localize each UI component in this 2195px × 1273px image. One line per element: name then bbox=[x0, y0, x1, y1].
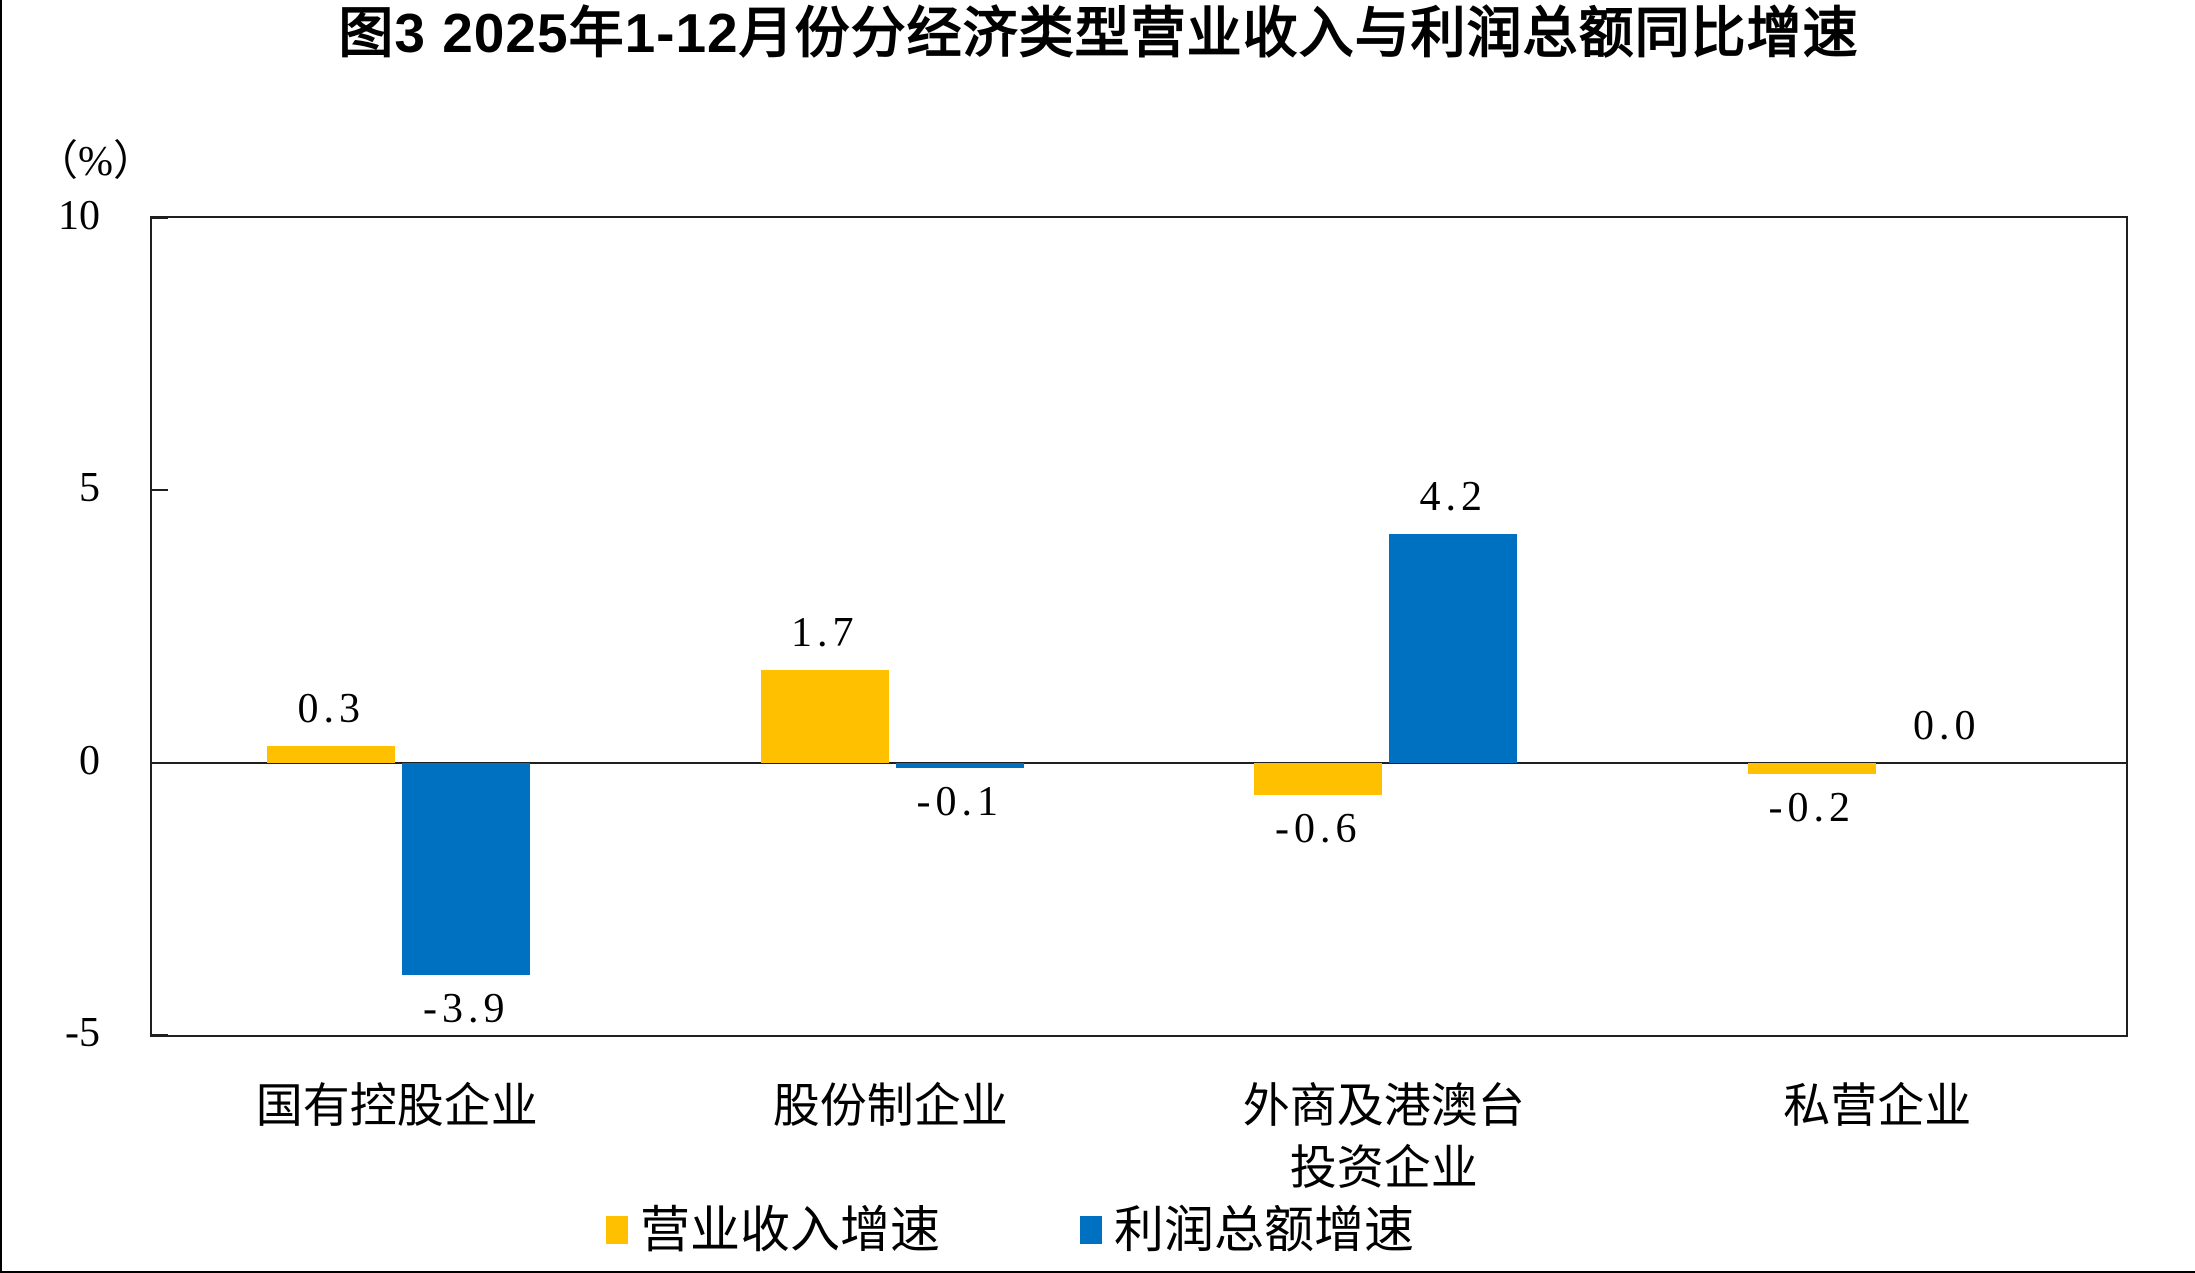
bar-revenue bbox=[760, 670, 889, 763]
legend-label-revenue: 营业收入增速 bbox=[640, 1202, 940, 1258]
bar-profit bbox=[402, 762, 531, 976]
y-tick-label: 10 bbox=[58, 193, 100, 239]
bar-value-label: 0.3 bbox=[297, 686, 365, 733]
legend-item-profit: 利润总额增速 bbox=[1080, 1202, 1414, 1258]
category-label: 私营企业 bbox=[1783, 1081, 1972, 1133]
y-axis-tick-labels: 10 5 0 -5 bbox=[30, 194, 100, 1055]
category-label: 股份制企业 bbox=[772, 1081, 1008, 1133]
category-label: 外商及港澳台 投资企业 bbox=[1242, 1081, 1525, 1195]
bar-revenue bbox=[1747, 762, 1876, 774]
y-axis-unit-label: （%） bbox=[36, 139, 155, 185]
bar-value-label: -0.6 bbox=[1275, 806, 1362, 853]
chart-title: 图3 2025年1-12月份分经济类型营业收入与利润总额同比增速 bbox=[338, 2, 1859, 64]
bar-profit bbox=[1389, 533, 1518, 763]
revenue-series-swatch-icon bbox=[606, 1216, 628, 1244]
profit-series-swatch-icon bbox=[1080, 1216, 1102, 1244]
bar-value-label: -0.1 bbox=[916, 779, 1003, 826]
y-tick-mark bbox=[152, 489, 168, 492]
bar-profit bbox=[895, 762, 1024, 769]
y-tick-mark bbox=[152, 1034, 168, 1036]
y-tick-mark bbox=[152, 217, 168, 219]
category-label: 国有控股企业 bbox=[255, 1081, 538, 1133]
zero-axis-line bbox=[152, 761, 2126, 764]
y-tick-label: -5 bbox=[65, 1010, 100, 1056]
bar-value-label: 0.0 bbox=[1913, 702, 1981, 749]
y-tick-label: 5 bbox=[79, 465, 100, 512]
bar-revenue bbox=[1254, 762, 1383, 796]
bar-value-label: 4.2 bbox=[1419, 473, 1487, 520]
legend-label-profit: 利润总额增速 bbox=[1114, 1202, 1414, 1258]
bar-value-label: -0.2 bbox=[1768, 784, 1855, 831]
legend: 营业收入增速 利润总额增速 bbox=[606, 1202, 1414, 1258]
y-tick-mark bbox=[152, 761, 168, 764]
plot-area: 0.3 1.7 -0.6 -0.2 -3.9 -0.1 4.2 0.0 bbox=[150, 216, 2128, 1037]
y-tick-label: 0 bbox=[79, 737, 100, 784]
bar-value-label: 1.7 bbox=[791, 610, 859, 657]
bar-revenue bbox=[267, 746, 396, 763]
bar-value-label: -3.9 bbox=[423, 986, 510, 1033]
legend-item-revenue: 营业收入增速 bbox=[606, 1202, 940, 1258]
